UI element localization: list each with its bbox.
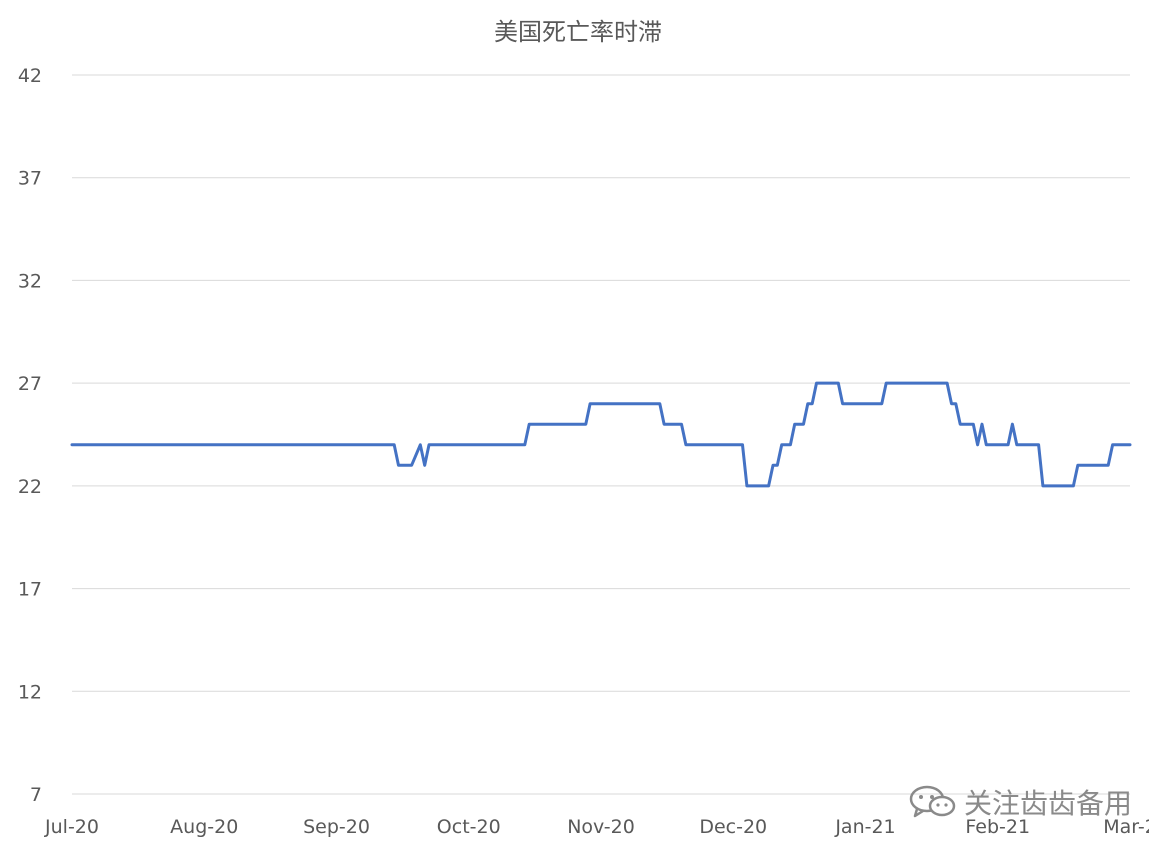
wechat-watermark: 关注齿齿备用: [908, 782, 1132, 822]
x-axis-tick-labels: Jul-20 Aug-20 Sep-20 Oct-20 Nov-20 Dec-20 Jan-…: [44, 816, 1149, 838]
y-tick-label: 27: [18, 373, 42, 395]
chart-title: 美国死亡率时滞: [494, 18, 662, 46]
y-tick-label: 7: [30, 784, 42, 806]
series-line-0: [70, 381, 1132, 488]
y-tick-label: 42: [18, 65, 42, 87]
y-tick-label: 22: [18, 476, 42, 498]
y-tick-label: 12: [18, 681, 42, 703]
gridlines: [72, 74, 1130, 795]
watermark-text: 关注齿齿备用: [964, 787, 1133, 820]
y-tick-label: 17: [18, 579, 42, 601]
x-tick-label: Jul-20: [44, 816, 99, 838]
x-tick-label: Aug-20: [170, 816, 238, 838]
x-tick-label: Jan-21: [834, 816, 895, 838]
series-layer: [70, 381, 1132, 488]
y-tick-label: 32: [18, 270, 42, 292]
x-tick-label: Feb-21: [965, 816, 1030, 838]
x-tick-label: Dec-20: [699, 816, 767, 838]
x-tick-label: Mar-2: [1103, 816, 1149, 838]
x-tick-label: Oct-20: [437, 816, 501, 838]
x-tick-label: Sep-20: [303, 816, 370, 838]
y-axis-tick-labels: 42 37 32 27 22 17 12 7: [18, 65, 42, 806]
x-tick-label: Nov-20: [567, 816, 635, 838]
wechat-icon: [909, 785, 956, 818]
y-tick-label: 37: [18, 168, 42, 190]
